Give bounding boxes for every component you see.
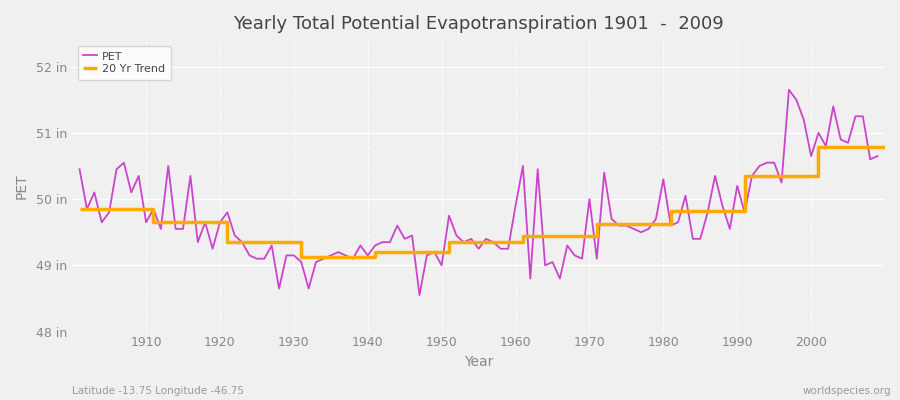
20 Yr Trend xyxy=(739,174,750,178)
PET xyxy=(510,203,521,208)
X-axis label: Year: Year xyxy=(464,355,493,369)
20 Yr Trend xyxy=(444,240,454,244)
20 Yr Trend xyxy=(518,240,528,244)
20 Yr Trend xyxy=(74,207,85,212)
PET xyxy=(414,293,425,298)
Title: Yearly Total Potential Evapotranspiration 1901  -  2009: Yearly Total Potential Evapotranspiratio… xyxy=(233,15,724,33)
20 Yr Trend xyxy=(148,207,159,212)
20 Yr Trend xyxy=(444,250,454,254)
20 Yr Trend xyxy=(296,254,307,259)
20 Yr Trend xyxy=(665,209,676,214)
20 Yr Trend xyxy=(148,220,159,225)
20 Yr Trend xyxy=(296,240,307,244)
PET xyxy=(74,167,85,172)
Y-axis label: PET: PET xyxy=(15,173,29,199)
Text: worldspecies.org: worldspecies.org xyxy=(803,386,891,396)
Line: PET: PET xyxy=(79,90,878,295)
20 Yr Trend xyxy=(222,240,233,244)
PET xyxy=(296,260,307,264)
20 Yr Trend xyxy=(813,174,824,178)
Legend: PET, 20 Yr Trend: PET, 20 Yr Trend xyxy=(77,46,171,80)
PET xyxy=(518,164,528,168)
20 Yr Trend xyxy=(739,209,750,214)
PET xyxy=(340,253,351,258)
20 Yr Trend xyxy=(518,233,528,238)
Line: 20 Yr Trend: 20 Yr Trend xyxy=(79,148,885,257)
20 Yr Trend xyxy=(591,233,602,238)
PET xyxy=(607,216,617,221)
20 Yr Trend xyxy=(370,250,381,254)
20 Yr Trend xyxy=(879,145,890,150)
PET xyxy=(133,174,144,178)
20 Yr Trend xyxy=(591,222,602,227)
Text: Latitude -13.75 Longitude -46.75: Latitude -13.75 Longitude -46.75 xyxy=(72,386,244,396)
20 Yr Trend xyxy=(665,222,676,227)
PET xyxy=(784,87,795,92)
20 Yr Trend xyxy=(222,220,233,225)
20 Yr Trend xyxy=(813,145,824,150)
PET xyxy=(872,154,883,158)
20 Yr Trend xyxy=(370,254,381,259)
